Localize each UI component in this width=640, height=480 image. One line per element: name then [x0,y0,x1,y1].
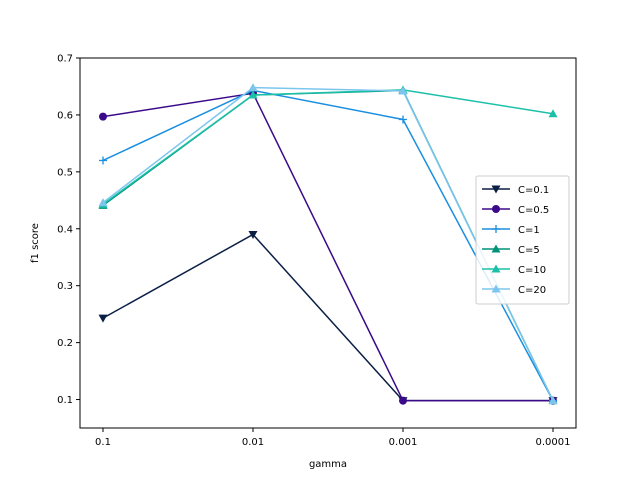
legend-label: C=10 [518,265,546,276]
x-tick-label: 0.0001 [536,437,571,448]
legend-marker [491,284,501,293]
legend-label: C=1 [518,225,540,236]
legend-marker [491,185,501,194]
data-point [399,115,407,124]
data-point [398,86,408,95]
data-point [248,90,258,99]
data-point [98,198,108,207]
data-point [98,314,108,323]
data-point [248,83,258,92]
legend-item: C=0.1 [482,185,549,196]
plot-frame [79,57,577,429]
series-line [102,92,553,402]
y-tick-label: 0.5 [57,167,73,178]
y-tick-label: 0.1 [57,395,73,406]
series-line [102,89,554,205]
y-tick-label: 0.6 [57,110,73,121]
legend-marker [492,225,500,233]
data-point [399,396,407,405]
axis-ticks: 0.1 0.01 0.001 0.0001 0.1 0.2 0.3 0.4 0.5 0.6 0.7 [57,54,570,449]
legend-item: C=1 [482,225,540,236]
legend-item: C=20 [482,284,546,296]
legend-item: C=5 [482,244,540,256]
legend-label: C=0.1 [518,185,549,196]
y-axis-label: f1 score [30,223,41,263]
data-point [248,230,258,239]
legend-marker [492,205,500,213]
legend-item: C=0.5 [482,205,549,216]
legend-marker [491,264,501,273]
x-axis-label: gamma [309,459,347,470]
data-point [548,396,558,405]
x-tick-label: 0.01 [242,437,264,448]
y-tick-label: 0.4 [57,224,73,235]
y-tick-label: 0.7 [57,54,73,65]
data-point [99,156,107,165]
data-point [99,112,107,121]
y-tick-label: 0.3 [57,281,73,292]
y-tick-label: 0.2 [57,338,73,349]
legend-label: C=20 [518,285,546,296]
legend-item: C=10 [482,264,546,276]
legend-label: C=0.5 [518,205,549,216]
x-tick-label: 0.1 [95,437,111,448]
x-tick-label: 0.001 [389,437,418,448]
legend: C=0.1 C=0.5 C=1 C=5 C=10 C=20 [475,175,570,305]
legend-marker [491,244,501,253]
legend-label: C=5 [518,245,540,256]
data-point [548,109,558,118]
